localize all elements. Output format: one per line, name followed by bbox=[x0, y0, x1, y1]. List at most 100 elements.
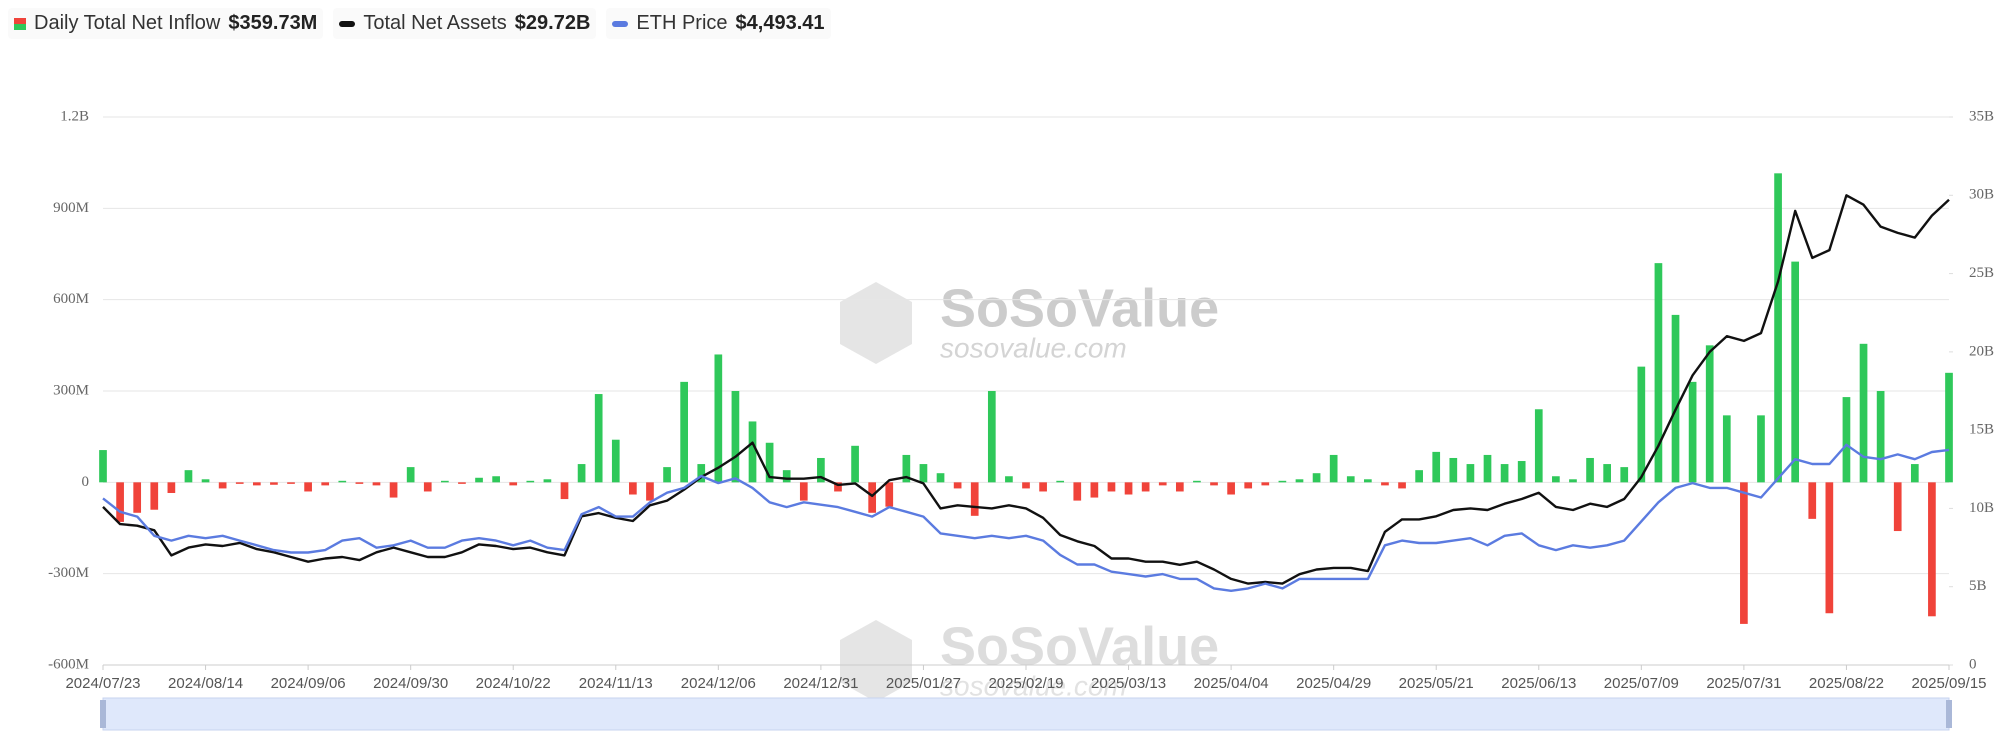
bar bbox=[1825, 482, 1834, 614]
bar bbox=[1107, 482, 1116, 492]
x-tick-label: 2025/08/22 bbox=[1809, 675, 1884, 692]
watermark-brand: SoSoValue bbox=[940, 278, 1219, 338]
legend-item[interactable]: ETH Price $4,493.41 bbox=[606, 8, 831, 39]
bar bbox=[1620, 467, 1629, 483]
bar bbox=[338, 480, 347, 483]
y2-tick-label: 10B bbox=[1969, 500, 1994, 516]
bar bbox=[1757, 415, 1765, 483]
bar bbox=[389, 482, 398, 498]
bar bbox=[560, 482, 569, 500]
y2-tick-label: 15B bbox=[1969, 422, 1994, 438]
legend-value: $29.72B bbox=[514, 12, 591, 34]
bar bbox=[817, 457, 825, 483]
x-tick-label: 2024/09/30 bbox=[373, 675, 448, 692]
bar bbox=[1500, 464, 1509, 483]
x-tick-label: 2025/07/09 bbox=[1604, 675, 1679, 692]
x-tick-label: 2024/09/06 bbox=[271, 675, 346, 692]
bar bbox=[441, 480, 449, 483]
bar bbox=[919, 464, 928, 483]
bar bbox=[1432, 451, 1441, 483]
bar bbox=[1329, 454, 1338, 483]
bar bbox=[1671, 314, 1680, 483]
legend-item[interactable]: Total Net Assets $29.72B bbox=[333, 8, 597, 39]
bar bbox=[629, 482, 637, 495]
bar bbox=[731, 391, 740, 483]
y2-tick-label: 20B bbox=[1969, 343, 1994, 359]
bar bbox=[1569, 479, 1577, 483]
navigator-handle[interactable] bbox=[1946, 700, 1952, 728]
bar bbox=[201, 479, 210, 483]
y2-tick-label: 5B bbox=[1969, 578, 1987, 594]
bar bbox=[1705, 345, 1714, 483]
y2-tick-label: 35B bbox=[1969, 108, 1994, 124]
bar bbox=[509, 482, 518, 486]
y-tick-label: 600M bbox=[53, 291, 89, 307]
bar bbox=[1158, 482, 1167, 486]
bar bbox=[1774, 173, 1782, 483]
bar bbox=[1056, 480, 1065, 483]
y-tick-label: 300M bbox=[53, 382, 89, 398]
bar bbox=[304, 482, 312, 492]
bar bbox=[902, 454, 911, 483]
bar bbox=[1603, 464, 1611, 483]
bar bbox=[799, 482, 808, 501]
bar bbox=[1466, 464, 1475, 483]
bar bbox=[116, 482, 124, 522]
bar bbox=[423, 482, 432, 492]
x-tick-label: 2025/05/21 bbox=[1399, 675, 1474, 692]
bar bbox=[270, 482, 278, 485]
y2-tick-label: 0 bbox=[1969, 656, 1977, 672]
bar bbox=[1141, 482, 1150, 492]
y2-tick-label: 25B bbox=[1969, 265, 1994, 281]
bar bbox=[1534, 409, 1543, 483]
bar bbox=[492, 476, 500, 483]
y-tick-label: 1.2B bbox=[60, 108, 89, 124]
x-tick-label: 2025/07/31 bbox=[1706, 675, 1781, 692]
bar bbox=[1398, 482, 1406, 489]
bar bbox=[458, 482, 466, 484]
line bbox=[102, 443, 1950, 592]
bar bbox=[99, 450, 107, 483]
watermark-site: sosovalue.com bbox=[940, 332, 1127, 363]
bar bbox=[184, 470, 193, 483]
navigator[interactable] bbox=[102, 697, 1950, 731]
bar bbox=[1312, 473, 1321, 483]
bar bbox=[970, 482, 979, 516]
bar bbox=[851, 445, 859, 483]
bar bbox=[748, 421, 757, 483]
bar bbox=[1842, 397, 1851, 483]
x-tick-label: 2024/07/23 bbox=[65, 675, 140, 692]
line bbox=[102, 194, 1950, 585]
bar bbox=[475, 477, 483, 483]
bar bbox=[1346, 476, 1355, 483]
bar bbox=[1022, 482, 1030, 489]
bar bbox=[1945, 372, 1953, 483]
bar bbox=[1552, 476, 1560, 483]
bar bbox=[167, 482, 176, 493]
bar bbox=[1876, 391, 1885, 483]
legend-item[interactable]: Daily Total Net Inflow $359.73M bbox=[8, 8, 324, 39]
legend-label: Total Net Assets bbox=[363, 12, 507, 34]
bar bbox=[1090, 482, 1099, 498]
bar bbox=[1586, 457, 1594, 483]
x-tick-label: 2025/04/29 bbox=[1296, 675, 1371, 692]
bar bbox=[714, 354, 723, 483]
navigator-handle[interactable] bbox=[100, 700, 106, 728]
bar bbox=[782, 470, 791, 483]
bar bbox=[1193, 480, 1201, 483]
y2-tick-label: 30B bbox=[1969, 187, 1994, 203]
watermark-brand: SoSoValue bbox=[940, 616, 1219, 676]
y-tick-label: 900M bbox=[53, 200, 89, 216]
bar bbox=[868, 482, 877, 513]
bar bbox=[1910, 464, 1919, 483]
bar bbox=[1688, 381, 1697, 483]
bar bbox=[577, 464, 586, 483]
bar bbox=[1295, 479, 1304, 483]
legend-value: $359.73M bbox=[228, 12, 318, 34]
bar bbox=[953, 482, 962, 489]
legend-icon bbox=[14, 17, 26, 30]
bar bbox=[1637, 366, 1646, 483]
bar bbox=[1381, 482, 1389, 486]
